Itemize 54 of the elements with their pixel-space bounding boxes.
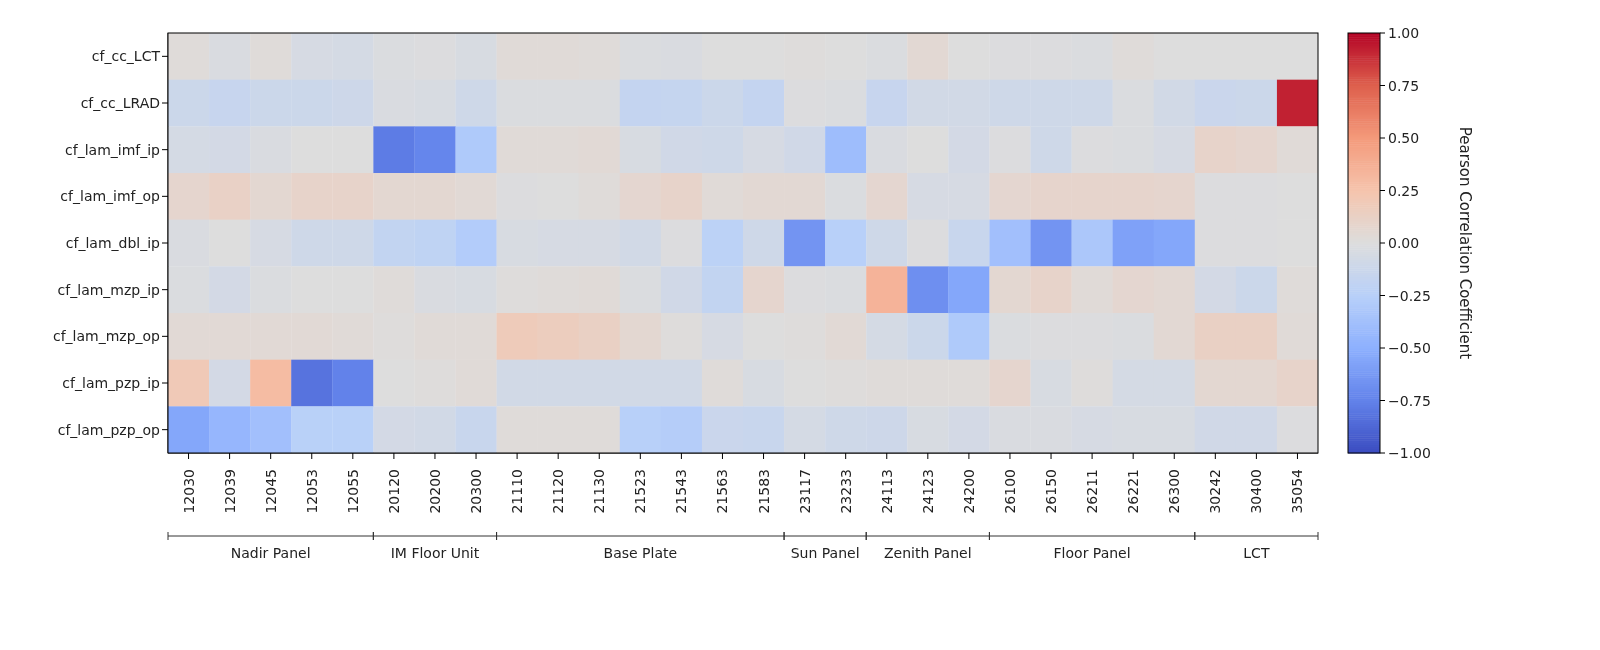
y-tick-label: cf_cc_LCT: [91, 48, 161, 65]
color-bar-label: −0.75: [1388, 392, 1431, 409]
x-tick-label: 12055: [344, 469, 361, 514]
x-tick-label: 26150: [1043, 469, 1060, 514]
x-tick-label: 30242: [1207, 469, 1224, 514]
x-tick-label: 30400: [1248, 469, 1265, 514]
x-tick-label: 21563: [714, 469, 731, 514]
y-tick-label: cf_lam_mzp_ip: [57, 281, 161, 298]
color-bar-label: 0.75: [1388, 77, 1420, 94]
text: Base Plate: [603, 545, 678, 561]
x-tick-label: 24200: [960, 469, 977, 514]
y-tick-label: cf_lam_imf_ip: [65, 141, 161, 158]
x-tick-label: 23233: [837, 469, 854, 514]
y-tick-label: cf_cc_LRAD: [80, 94, 160, 111]
x-tick-label: 24113: [878, 469, 895, 514]
y-tick-label: cf_lam_dbl_ip: [65, 234, 161, 251]
x-tick-label: 20120: [385, 469, 402, 514]
color-bar-label: 0.00: [1388, 235, 1420, 251]
x-tick-label: 26211: [1084, 469, 1101, 514]
x-tick-label: 21543: [673, 469, 690, 514]
color-bar-label: −0.25: [1388, 287, 1431, 304]
text: Nadir Panel: [230, 545, 311, 561]
y-tick-label: cf_lam_mzp_op: [52, 328, 161, 345]
x-tick-label: 21583: [755, 469, 772, 514]
x-tick-label: 26221: [1125, 469, 1142, 514]
x-tick-label: 21130: [591, 469, 608, 514]
x-tick-label: 12039: [221, 469, 238, 514]
color-bar-label: −0.50: [1388, 340, 1431, 356]
y-tick-label: cf_lam_imf_op: [60, 188, 161, 205]
x-tick-label: 12030: [180, 469, 197, 514]
color-bar-title: Pearson Correlation Coefficient: [1456, 126, 1474, 360]
color-bar-label: 1.00: [1388, 25, 1420, 41]
x-tick-label: 21110: [509, 469, 526, 514]
text: Sun Panel: [790, 545, 860, 561]
x-tick-label: 20300: [468, 469, 485, 514]
x-tick-label: 26300: [1166, 469, 1183, 514]
text: LCT: [1243, 545, 1270, 561]
text: Zenith Panel: [884, 545, 972, 561]
x-tick-label: 26100: [1001, 469, 1018, 514]
text: IM Floor Unit: [390, 545, 480, 561]
x-tick-label: 12053: [303, 469, 320, 514]
y-tick-label: cf_lam_pzp_op: [57, 421, 161, 438]
x-tick-label: 21120: [550, 469, 567, 514]
text: Floor Panel: [1053, 545, 1131, 561]
x-tick-label: 23117: [796, 469, 813, 514]
x-tick-label: 12045: [262, 469, 279, 514]
x-tick-label: 20200: [426, 469, 443, 514]
color-bar-label: −1.00: [1388, 445, 1431, 461]
x-tick-label: 21523: [632, 469, 649, 514]
color-bar-label: 0.25: [1388, 182, 1420, 199]
y-tick-label: cf_lam_pzp_ip: [62, 374, 161, 391]
x-tick-label: 35054: [1289, 468, 1306, 514]
color-bar-label: 0.50: [1388, 130, 1420, 146]
x-tick-label: 24123: [919, 469, 936, 514]
